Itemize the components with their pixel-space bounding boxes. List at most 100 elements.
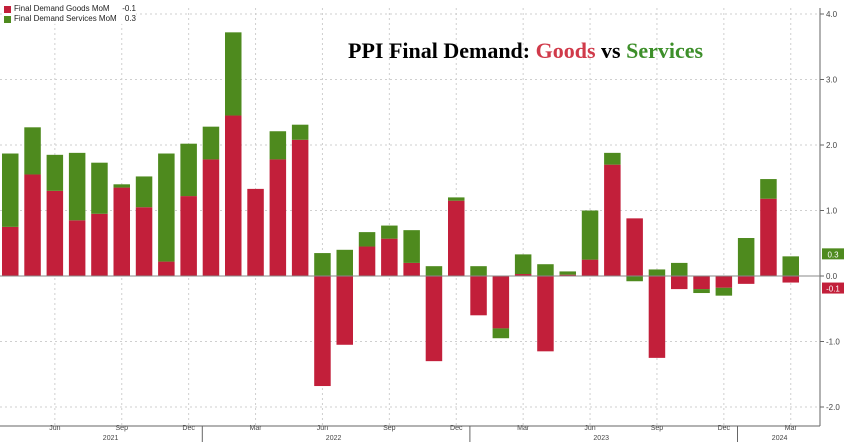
legend-value-services: 0.3	[124, 14, 136, 23]
last-value-tag	[822, 248, 844, 260]
bar-services	[68, 152, 86, 221]
bar-goods	[492, 276, 510, 329]
bar-services	[737, 238, 755, 276]
x-tick-label: Sep	[651, 425, 664, 432]
bar-goods	[113, 187, 130, 276]
bar-goods	[68, 220, 86, 276]
chart-title-prefix: PPI Final Demand:	[348, 38, 536, 63]
bar-services	[314, 253, 331, 276]
x-tick-label: Sep	[383, 425, 396, 432]
y-tick-label: 2.0	[826, 141, 838, 150]
bar-goods	[581, 259, 599, 276]
y-tick-label: -1.0	[826, 338, 840, 347]
last-value-label: 0.3	[827, 250, 839, 259]
legend-value-goods: -0.1	[122, 4, 136, 13]
bar-services	[180, 143, 197, 197]
legend-item-goods: Final Demand Goods MoM -0.1	[4, 4, 136, 14]
bar-goods	[180, 196, 197, 276]
bar-services	[113, 184, 130, 188]
bar-services	[381, 225, 398, 239]
last-value-tag	[822, 282, 844, 294]
bar-goods	[715, 276, 733, 288]
bar-services	[514, 254, 532, 275]
bar-goods	[604, 164, 621, 276]
bar-services	[425, 266, 443, 276]
chart-title-mid: vs	[595, 38, 627, 63]
bar-services	[693, 289, 710, 294]
bar-goods	[135, 207, 153, 276]
bar-services	[604, 152, 621, 165]
bar-goods	[760, 198, 777, 276]
bar-goods	[291, 139, 309, 276]
bar-goods	[336, 276, 353, 345]
bar-services	[470, 266, 487, 276]
bar-goods	[737, 276, 755, 284]
chart-title-services: Services	[626, 38, 704, 63]
bar-goods	[693, 276, 710, 290]
bar-services	[626, 276, 643, 282]
axes: 4.0 3.0 2.0 1.0 0.0 -1.0 -2.0 Jun Sep Dec Mar Jun Se…	[0, 8, 844, 442]
x-tick-label: Jun	[49, 425, 60, 432]
bar-goods	[314, 276, 331, 387]
bar-services	[648, 269, 666, 276]
last-value-label: -0.1	[826, 285, 840, 294]
bar-goods	[247, 188, 264, 276]
bar-services	[715, 287, 733, 296]
bar-services	[358, 232, 376, 247]
y-tick-label: -2.0	[826, 403, 840, 412]
x-tick-label: Mar	[517, 425, 530, 432]
bar-services	[46, 154, 64, 191]
bar-services	[291, 124, 309, 140]
bar-goods	[470, 276, 487, 316]
x-tick-label: Dec	[718, 425, 731, 432]
bar-goods	[24, 174, 41, 276]
legend-label-services: Final Demand Services MoM	[14, 14, 117, 23]
x-tick-label: Sep	[116, 425, 129, 432]
bar-goods	[225, 115, 242, 277]
bar-goods	[403, 262, 420, 276]
bar-goods	[269, 159, 287, 276]
bar-services	[559, 271, 576, 275]
x-year-label: 2023	[593, 435, 609, 442]
x-tick-label: Dec	[182, 425, 195, 432]
legend-swatch-goods	[4, 5, 11, 13]
bar-goods	[559, 274, 576, 276]
bar-goods	[425, 276, 443, 362]
bar-goods	[202, 159, 220, 276]
bar-goods	[2, 226, 19, 276]
chart-title: PPI Final Demand: Goods vs Services	[348, 38, 703, 64]
x-tick-label: Dec	[450, 425, 463, 432]
x-year-label: 2021	[103, 435, 119, 442]
y-tick-label: 1.0	[826, 207, 838, 216]
bar-services	[537, 264, 554, 276]
bar-services	[24, 127, 41, 175]
bar-services	[336, 249, 353, 276]
bar-services	[671, 262, 688, 276]
bar-services	[760, 179, 777, 199]
bar-services	[225, 32, 242, 116]
bar-services	[135, 176, 153, 208]
bar-goods	[381, 238, 398, 276]
bar-goods	[671, 276, 688, 290]
bar-goods	[46, 190, 64, 276]
bar-services	[492, 328, 510, 339]
bar-goods	[537, 276, 554, 352]
legend-item-services: Final Demand Services MoM 0.3	[4, 14, 136, 24]
bar-services	[269, 131, 287, 160]
bar-goods	[514, 274, 532, 276]
y-tick-label: 3.0	[826, 76, 838, 85]
chart-title-goods: Goods	[535, 38, 596, 63]
x-tick-label: Mar	[250, 425, 263, 432]
bar-goods	[782, 276, 799, 283]
bar-goods	[648, 276, 666, 358]
x-tick-label: Mar	[785, 425, 798, 432]
bar-goods	[91, 213, 108, 276]
legend-swatch-services	[4, 15, 11, 23]
bar-services	[448, 197, 465, 201]
bar-series	[2, 32, 799, 387]
bar-goods	[448, 200, 465, 276]
bar-services	[202, 126, 220, 160]
x-tick-label: Jun	[317, 425, 328, 432]
legend: Final Demand Goods MoM -0.1 Final Demand…	[4, 4, 136, 24]
